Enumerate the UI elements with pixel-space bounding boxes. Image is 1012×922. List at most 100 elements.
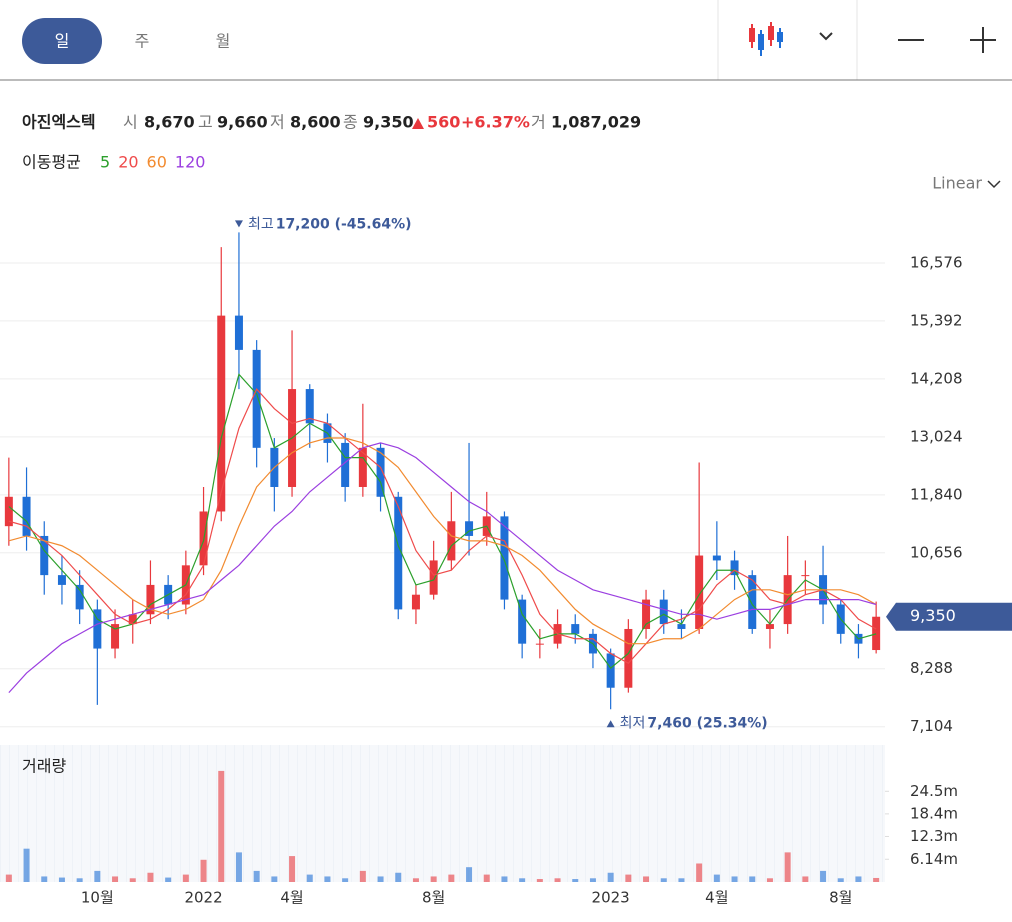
volume-bar [76,878,83,882]
x-tick-label: 8월 [829,889,852,907]
ma-label: 이동평균 [22,153,81,172]
volume-bar [430,876,437,882]
y-tick-label: 14,208 [910,369,963,387]
volume-tick-label: 18.4m [910,804,958,822]
tab[interactable]: 월 [216,32,231,51]
volume-bar [41,876,48,882]
volume-bar [448,874,455,882]
change-pct: +6.37% [461,113,530,132]
chart-type-icon[interactable] [749,22,783,56]
field-label: 시 [123,113,138,132]
y-tick-label: 15,392 [910,311,963,329]
candle-body [730,560,739,576]
candle-body [695,555,704,629]
volume-bar [359,870,366,882]
y-tick-label: 7,104 [910,717,953,735]
y-tick-label: 13,024 [910,427,963,445]
tab[interactable]: 일 [55,32,70,51]
field-value: 8,600 [290,113,341,132]
candle-body [447,521,456,561]
low-marker [606,720,615,728]
ma-legend: 5 [100,153,110,172]
candle-body [872,616,881,651]
volume-bar [713,874,720,882]
candle-body [252,349,261,448]
candle-body [93,609,102,649]
candle-body [801,575,810,577]
volume-bar [572,879,579,882]
candle-body [659,599,668,625]
field-value: 9,660 [217,113,268,132]
x-tick-label: 4월 [705,889,728,907]
volume-bar [820,870,827,882]
candle-body [571,624,580,634]
candle-body [429,560,438,595]
tab-selected[interactable] [22,18,102,64]
volume-bar [766,878,773,882]
volume-bar [200,859,207,882]
field-value: 9,350 [363,113,414,132]
candle-body [4,496,13,527]
field-label: 거 [531,113,546,132]
candle-body [305,389,314,424]
scale-chevron[interactable] [987,180,1001,189]
stock-name: 아진엑스텍 [22,113,96,132]
volume-bar [607,872,614,882]
candle-body [341,442,350,487]
volume-bar [855,876,862,882]
volume-bar [501,876,508,882]
volume-bar [5,874,12,882]
x-tick-label: 2022 [184,889,222,907]
volume-bar [837,878,844,882]
zoom-in[interactable] [970,27,996,53]
volume-bar [94,870,101,882]
volume-bar [235,852,242,882]
dropdown-chevron[interactable] [819,32,833,41]
x-tick-label: 2023 [592,889,630,907]
volume-bar [643,876,650,882]
volume-bar [696,863,703,882]
candle-body [358,447,367,487]
tab[interactable]: 주 [135,32,150,51]
volume-bar [23,848,30,882]
volume-bar [784,852,791,882]
up-arrow [412,118,424,129]
candle-body [748,575,757,629]
field-label: 고 [198,113,213,132]
volume-bar [395,872,402,882]
volume-bar [165,877,172,882]
volume-tick-label: 12.3m [910,827,958,845]
volume-bar [271,876,278,882]
x-tick-label: 10월 [81,889,114,907]
candle-body [40,535,49,576]
ma-legend: 60 [147,153,167,172]
volume-bar [519,878,526,882]
candle-body [465,521,474,536]
volume-tick-label: 24.5m [910,782,958,800]
y-tick-label: 10,656 [910,543,963,561]
volume-bar [660,878,667,882]
candle-body [75,584,84,610]
candle-body [22,496,31,536]
volume-bar [147,872,154,882]
candle-body [500,516,509,600]
low-label: 최저 [620,715,646,731]
volume-bar [466,867,473,882]
volume-bar [58,877,65,882]
volume-bar [625,874,632,882]
volume-bar [377,876,384,882]
candle-body [765,624,774,629]
y-tick-label: 8,288 [910,659,953,677]
ma-legend: 20 [118,153,138,172]
field-label: 저 [270,113,285,132]
field-value: 1,087,029 [551,113,641,132]
x-tick-label: 8월 [422,889,445,907]
volume-bar [554,878,561,882]
candle-body [217,315,226,512]
candle-body [376,447,385,497]
y-tick-label: 11,840 [910,485,963,503]
scale-select[interactable]: Linear [932,174,982,193]
x-tick-label: 4월 [280,889,303,907]
volume-tick-label: 6.14m [910,850,958,868]
low-text: 7,460 (25.34%) [647,715,767,731]
